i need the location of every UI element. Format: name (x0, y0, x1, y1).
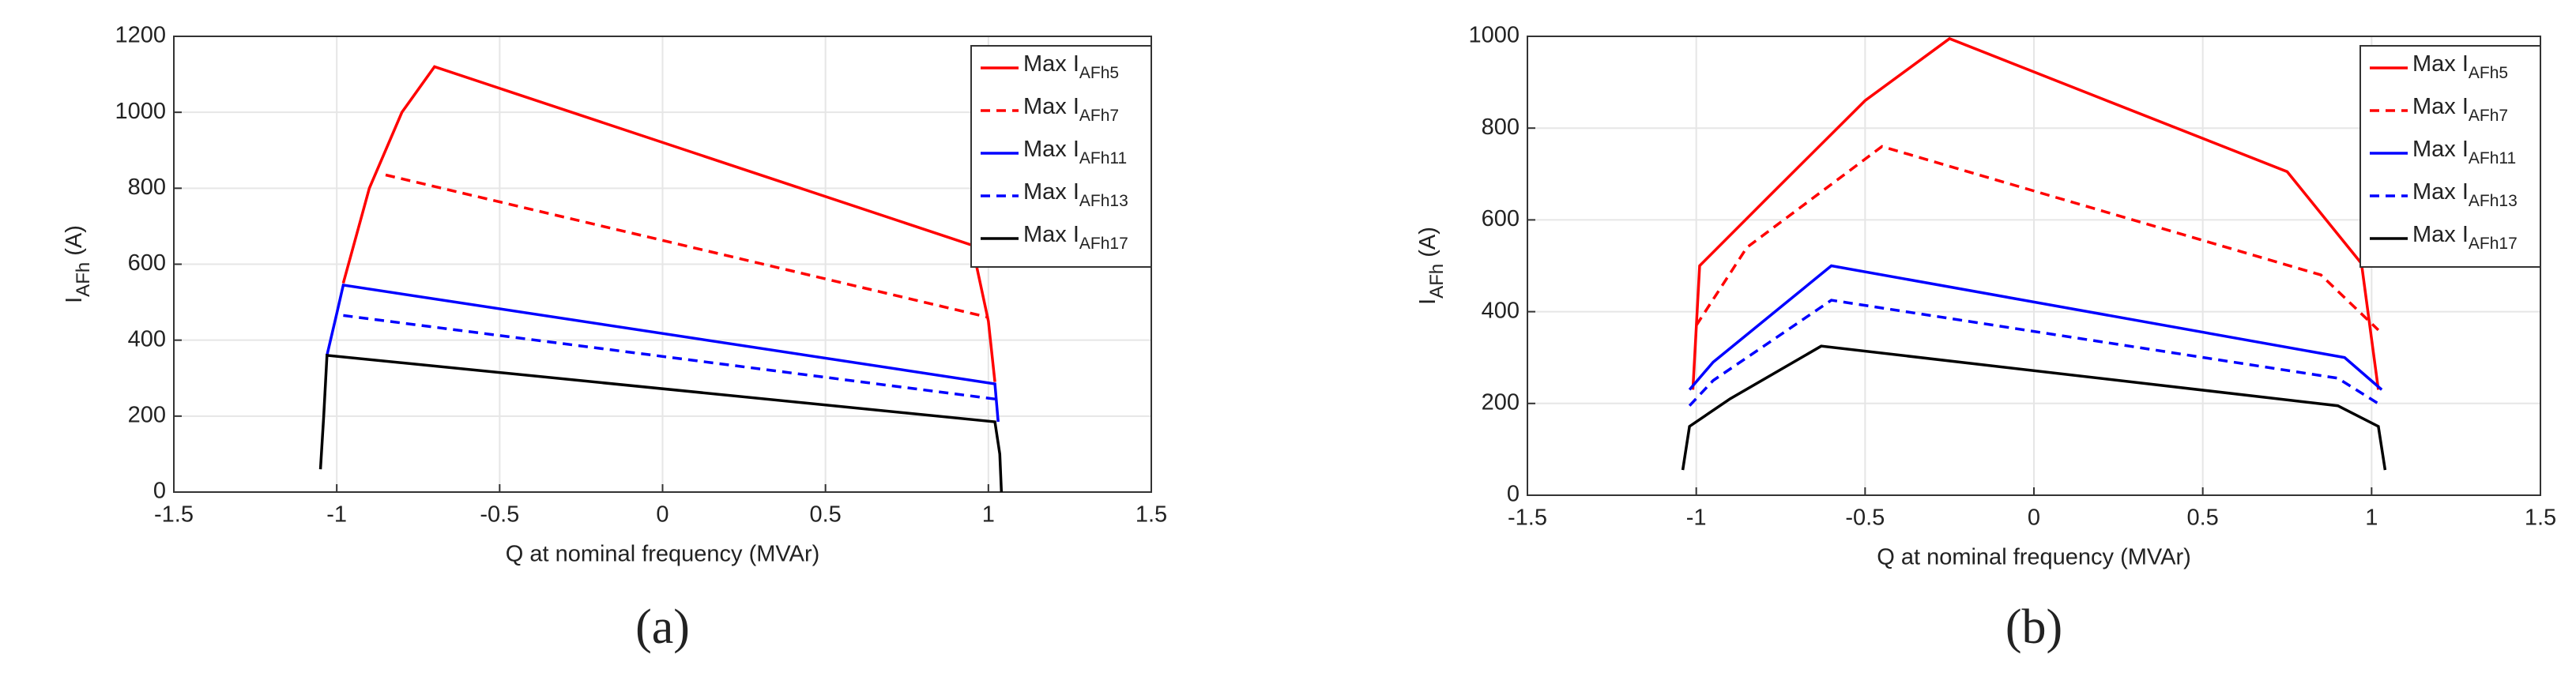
x-tick-label: -1 (326, 502, 347, 528)
x-tick-label: 1 (982, 502, 995, 528)
x-tick-label: -1.5 (154, 502, 194, 528)
y-label-main: I (1415, 299, 1441, 305)
legend-name: Max I (2412, 179, 2469, 205)
legend-label: Max IAFh11 (2412, 137, 2516, 167)
y-tick-label: 200 (128, 402, 166, 427)
y-tick-label: 0 (1507, 482, 1520, 507)
legend-name: Max I (2412, 137, 2469, 162)
x-tick-label: -1.5 (1508, 505, 1547, 531)
series-line (385, 173, 989, 319)
y-label-unit: (A) (62, 225, 87, 256)
y-tick-label: 800 (128, 175, 166, 200)
legend-label: Max IAFh17 (2412, 222, 2518, 253)
series-line (341, 65, 996, 382)
x-tick-label: 1.5 (2525, 505, 2556, 531)
series-line (1695, 145, 2380, 332)
y-tick-label: 400 (1482, 298, 1520, 323)
y-axis-label-text: IAFh (A) (62, 225, 95, 303)
legend-label: Max IAFh5 (2412, 51, 2508, 82)
y-tick-label: 600 (1482, 206, 1520, 231)
series-line (318, 353, 1004, 493)
legend-label: Max IAFh7 (2412, 94, 2508, 125)
legend-sub: AFh5 (1079, 64, 1119, 82)
caption: (b) (2005, 600, 2062, 654)
y-label-unit: (A) (1415, 227, 1441, 257)
legend-name: Max I (1023, 179, 1079, 205)
y-tick-label: 1000 (115, 99, 166, 124)
y-tick-label: 600 (128, 250, 166, 276)
series-line (1681, 344, 2387, 471)
legend-sub: AFh17 (1079, 235, 1128, 253)
legend-box (2359, 45, 2541, 268)
y-tick-label: 1200 (115, 23, 166, 48)
series-line (1691, 36, 2380, 390)
legend-label: Max IAFh13 (2412, 179, 2518, 210)
x-tick-label: 1 (2365, 505, 2378, 531)
legend-name: Max I (2412, 51, 2469, 77)
x-axis-label: Q at nominal frequency (MVAr) (1877, 545, 2191, 570)
legend-sub: AFh13 (1079, 192, 1128, 210)
legend-name: Max I (2412, 94, 2469, 119)
x-tick-label: 1.5 (1135, 502, 1167, 528)
legend-name: Max I (1023, 222, 1079, 247)
y-tick-label: 400 (128, 326, 166, 351)
x-tick-label: 0.5 (2187, 505, 2219, 531)
legend-sub: AFh7 (2469, 107, 2508, 125)
x-tick-label: -0.5 (1845, 505, 1885, 531)
legend-label: Max IAFh17 (1023, 222, 1128, 253)
y-tick-label: 0 (153, 479, 166, 504)
x-tick-label: 0.5 (810, 502, 842, 528)
legend-sub: AFh5 (2469, 64, 2508, 82)
x-tick-label: -1 (1686, 505, 1707, 531)
caption: (a) (635, 600, 690, 654)
legend-label: Max IAFh11 (1023, 137, 1127, 167)
y-axis-label: IAFh (A) (1415, 227, 1448, 305)
legend-sub: AFh13 (2469, 192, 2518, 210)
y-axis-label-text: IAFh (A) (1415, 227, 1448, 305)
x-tick-label: 0 (2028, 505, 2040, 531)
y-label-sub: AFh (1426, 264, 1448, 299)
y-label-main: I (62, 297, 87, 303)
legend-sub: AFh17 (2469, 235, 2518, 253)
legend-name: Max I (1023, 51, 1079, 77)
legend-sub: AFh11 (2469, 149, 2516, 167)
y-tick-label: 200 (1482, 389, 1520, 415)
y-axis-label: IAFh (A) (62, 225, 95, 303)
legend-name: Max I (1023, 94, 1079, 119)
legend-name: Max I (2412, 222, 2469, 247)
series-line (1688, 299, 2383, 408)
legend-sub: AFh7 (1079, 107, 1119, 125)
legend-label: Max IAFh5 (1023, 51, 1119, 82)
legend-box (970, 45, 1152, 268)
legend-name: Max I (1023, 137, 1079, 162)
series-line (1688, 264, 2383, 391)
y-label-sub: AFh (73, 262, 94, 297)
legend-label: Max IAFh13 (1023, 179, 1128, 210)
series-line (326, 283, 1000, 423)
legend-sub: AFh11 (1079, 149, 1127, 167)
x-tick-label: -0.5 (480, 502, 519, 528)
legend-label: Max IAFh7 (1023, 94, 1119, 125)
y-tick-label: 800 (1482, 115, 1520, 140)
y-tick-label: 1000 (1468, 23, 1520, 48)
x-axis-label: Q at nominal frequency (MVAr) (506, 542, 820, 567)
x-tick-label: 0 (656, 502, 668, 528)
